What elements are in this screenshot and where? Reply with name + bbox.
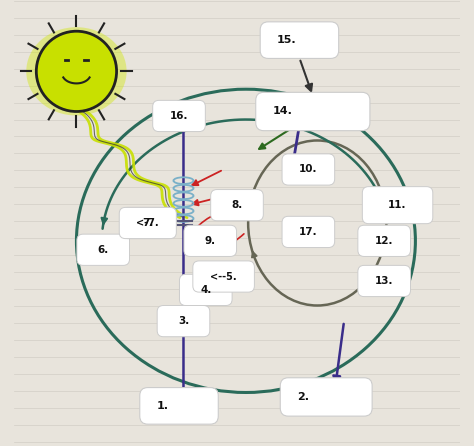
FancyBboxPatch shape — [193, 261, 255, 292]
Text: 16.: 16. — [170, 111, 188, 121]
FancyBboxPatch shape — [362, 186, 433, 223]
Text: <-7.: <-7. — [137, 218, 159, 228]
Circle shape — [36, 31, 117, 112]
FancyBboxPatch shape — [184, 225, 237, 256]
FancyBboxPatch shape — [121, 207, 174, 239]
Text: 1.: 1. — [157, 401, 169, 411]
Text: 8.: 8. — [231, 200, 243, 210]
Text: 10.: 10. — [299, 165, 318, 174]
FancyBboxPatch shape — [282, 154, 335, 185]
Text: 13.: 13. — [375, 276, 393, 286]
FancyBboxPatch shape — [282, 216, 335, 248]
Text: 4.: 4. — [200, 285, 211, 295]
Ellipse shape — [26, 27, 127, 116]
FancyBboxPatch shape — [358, 265, 410, 297]
FancyBboxPatch shape — [77, 234, 129, 265]
Text: 11.: 11. — [388, 200, 407, 210]
Text: 9.: 9. — [205, 236, 216, 246]
FancyBboxPatch shape — [210, 190, 264, 221]
FancyBboxPatch shape — [256, 92, 370, 131]
FancyBboxPatch shape — [119, 207, 176, 239]
Text: 2.: 2. — [297, 392, 309, 402]
Text: 6.: 6. — [98, 245, 109, 255]
Text: 17.: 17. — [299, 227, 318, 237]
Text: <--5.: <--5. — [210, 272, 237, 281]
FancyBboxPatch shape — [260, 22, 339, 58]
FancyBboxPatch shape — [280, 378, 372, 416]
FancyBboxPatch shape — [358, 225, 410, 256]
FancyBboxPatch shape — [153, 100, 205, 132]
Text: 3.: 3. — [178, 316, 189, 326]
FancyBboxPatch shape — [180, 274, 232, 306]
Text: 7.: 7. — [142, 218, 154, 228]
FancyBboxPatch shape — [140, 388, 218, 424]
Text: 15.: 15. — [277, 35, 297, 45]
Text: 14.: 14. — [273, 107, 292, 116]
Text: 12.: 12. — [375, 236, 393, 246]
FancyBboxPatch shape — [157, 306, 210, 337]
